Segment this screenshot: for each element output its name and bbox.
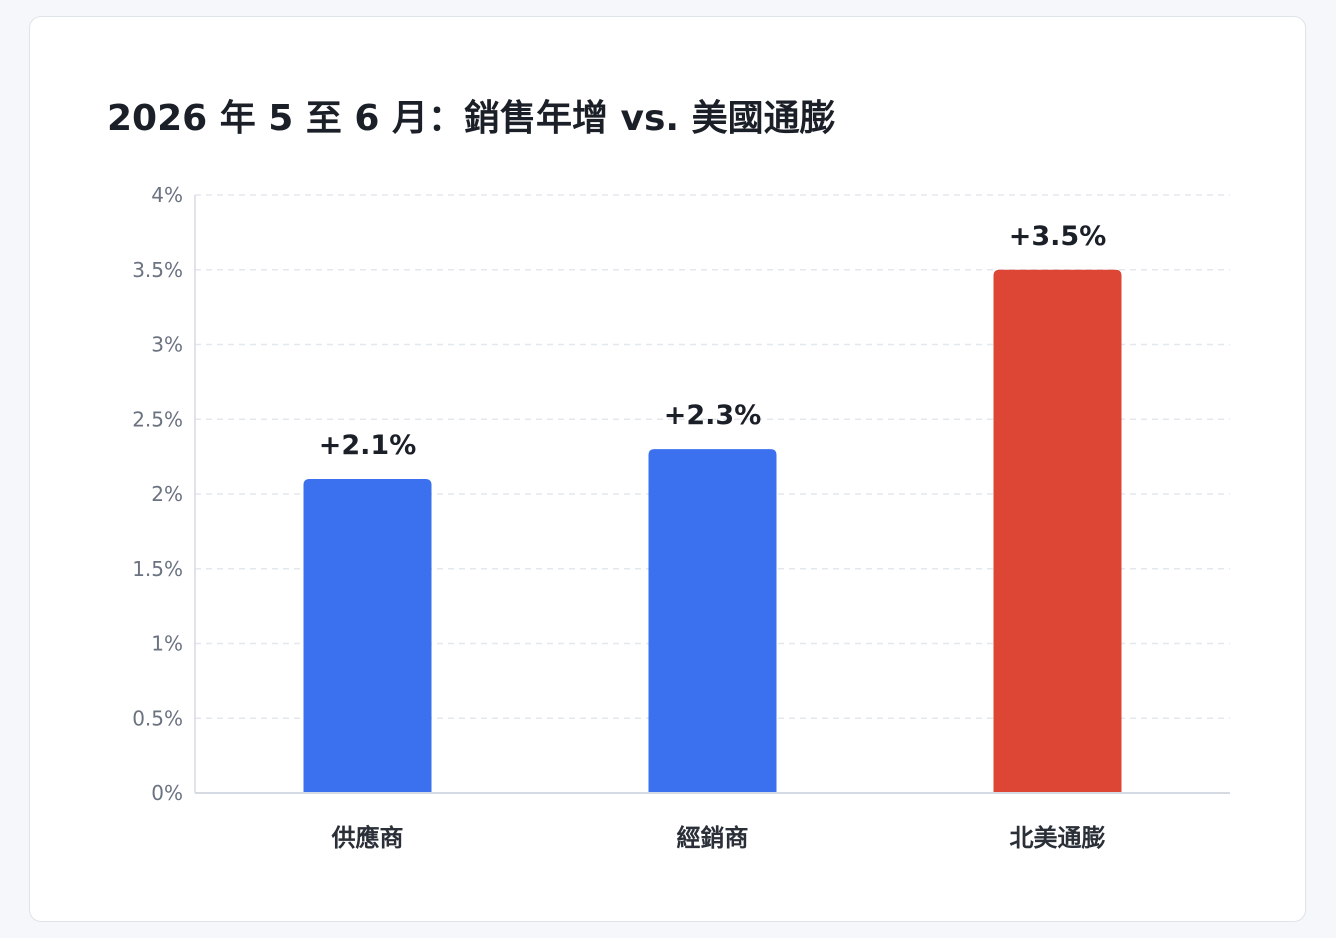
- chart-title: 2026 年 5 至 6 月：銷售年增 vs. 美國通膨: [107, 98, 836, 139]
- y-tick-label: 0.5%: [132, 706, 183, 730]
- y-axis: 0% 0.5% 1% 1.5% 2% 2.5% 3% 3.5% 4%: [132, 183, 196, 805]
- y-tick-label: 3%: [151, 333, 183, 357]
- data-label: +2.3%: [664, 400, 762, 431]
- bars: +2.1% +2.3% +3.5%: [303, 221, 1122, 793]
- y-tick-label: 4%: [151, 183, 183, 207]
- bar-3[interactable]: [993, 269, 1122, 793]
- y-tick-label: 1%: [151, 632, 183, 656]
- data-label: +3.5%: [1009, 221, 1107, 252]
- y-tick-label: 3.5%: [132, 258, 183, 282]
- y-tick-label: 1.5%: [132, 557, 183, 581]
- y-tick-label: 2%: [151, 482, 183, 506]
- x-tick-label: 經銷商: [677, 824, 749, 852]
- x-tick-label: 供應商: [331, 824, 404, 852]
- data-label: +2.1%: [319, 430, 417, 461]
- y-tick-label: 0%: [151, 781, 183, 805]
- x-axis: 供應商 經銷商 北美通膨: [195, 792, 1230, 852]
- x-tick-label: 北美通膨: [1010, 824, 1106, 852]
- bar-1[interactable]: [303, 479, 432, 793]
- bar-2[interactable]: [648, 449, 777, 793]
- y-tick-label: 2.5%: [132, 407, 183, 431]
